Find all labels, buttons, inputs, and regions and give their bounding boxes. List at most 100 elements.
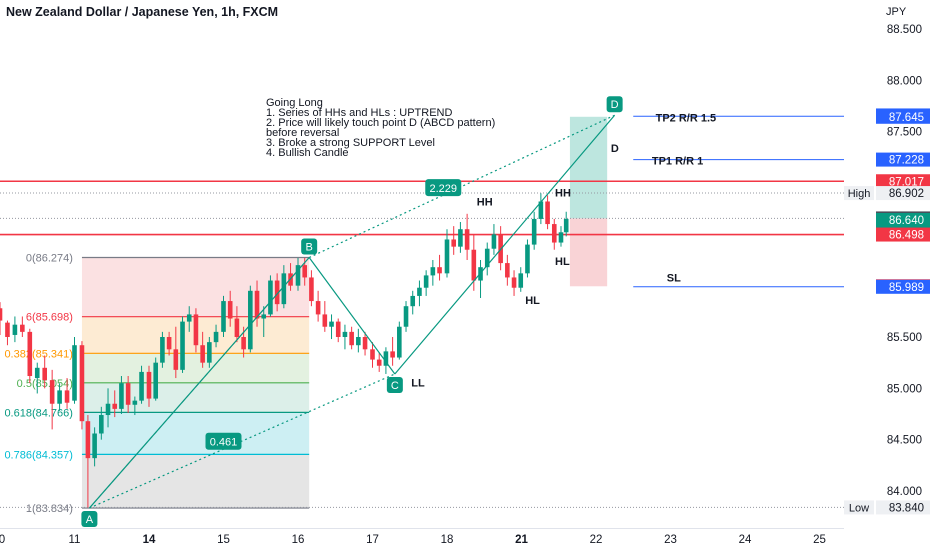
time-tick-label: 0 [0, 534, 5, 546]
candle-body [34, 367, 40, 379]
time-axis[interactable]: 0 11 14 15 16 17 18 21 22 23 24 25 [0, 528, 844, 547]
candle-body [525, 244, 530, 274]
candle-body [383, 351, 389, 366]
chart-annotation: HH [477, 197, 493, 209]
chart-annotation: HL [525, 295, 540, 307]
candle-body [417, 287, 422, 296]
candle-body [193, 314, 199, 346]
candle-body [200, 345, 205, 363]
candle-body [186, 314, 192, 322]
price-label-bg [876, 109, 930, 124]
candle-body [484, 248, 490, 268]
candle-body [505, 263, 510, 278]
price-label-bg [876, 279, 930, 294]
candle-body [0, 308, 3, 321]
pattern-ratio-label: 0.461 [210, 437, 238, 449]
price-label-bg [876, 500, 930, 515]
pattern-leg-ab [88, 257, 310, 509]
fib-level-label: 0(86.274) [26, 253, 73, 265]
trade-note-line: before reversal [266, 127, 339, 139]
price-label: 86.902 [889, 188, 924, 200]
candle-body [551, 224, 557, 243]
candle-body [160, 337, 165, 363]
chart-annotation: D [611, 143, 619, 155]
chart-annotation: HL [555, 256, 570, 268]
time-tick-label: 17 [366, 534, 379, 546]
price-tag-bg [844, 186, 874, 201]
candle-body [329, 321, 334, 327]
candle-body [471, 249, 477, 281]
candle-body [315, 301, 321, 315]
chart-annotation: TP2 R/R 1.5 [656, 112, 717, 124]
candle-body [274, 280, 280, 305]
fib-zone [81, 353, 310, 383]
chart-background-layer: 0(86.274)6(85.698)0.382(85.341)0.5(85.05… [0, 115, 844, 515]
candle-body [410, 295, 416, 307]
candle-body [79, 345, 85, 422]
candle-body [20, 324, 25, 332]
price-tick-label: 85.500 [887, 332, 922, 344]
fib-level-label: 0.618(84.766) [4, 407, 73, 419]
price-tick-label: 84.000 [887, 486, 922, 498]
price-label-bg [876, 227, 930, 242]
candle-body [356, 337, 361, 346]
pattern-point-label: D [611, 99, 619, 111]
price-label: 87.645 [889, 112, 924, 124]
price-axis[interactable]: JPY 88.500 88.000 87.500 85.500 85.000 84.500 8… [844, 0, 932, 550]
candle-body [207, 342, 212, 363]
candle-body [92, 433, 97, 459]
pattern-leg-bd [308, 114, 615, 259]
time-tick-label: 23 [664, 534, 677, 546]
candle-body [335, 321, 341, 337]
candle-body [342, 331, 348, 337]
candle-body [458, 229, 463, 247]
candle-body [227, 301, 233, 319]
trade-note: Going Long 1. Series of HHs and HLs : UPT… [266, 97, 495, 159]
chart-annotation: SL [667, 273, 681, 285]
time-tick-label: 21 [515, 534, 528, 546]
fib-level-label: 0.786(84.357) [4, 449, 73, 461]
price-label: 86.640 [889, 215, 924, 227]
candle-body [42, 367, 47, 381]
fib-level-label: 0.382(85.341) [4, 348, 73, 360]
candle-body [370, 349, 375, 360]
candle-body [12, 324, 18, 335]
candle-body [281, 273, 287, 305]
time-tick-label: 25 [813, 534, 826, 546]
pattern-point-marker [301, 238, 318, 255]
candle-body [538, 201, 544, 219]
candle-body [85, 421, 91, 459]
candle-body [511, 277, 517, 288]
price-tick-label: 88.500 [887, 24, 922, 36]
candle-body [268, 280, 273, 315]
trade-note-line: 3. Broke a strong SUPPORT Level [266, 137, 435, 149]
candle-body [518, 273, 524, 288]
pattern-ratio-badge [425, 179, 462, 197]
candle-body [5, 322, 10, 337]
candle-body [254, 290, 260, 319]
candlestick-series [0, 193, 569, 508]
candle-body [112, 403, 118, 409]
time-tick-label: 22 [590, 534, 603, 546]
candle-body [322, 314, 328, 327]
candle-body [545, 201, 550, 225]
price-label: 87.017 [889, 176, 924, 188]
pattern-ratio-badge [205, 432, 242, 450]
candle-body [153, 362, 159, 399]
candle-body [397, 326, 402, 358]
time-tick-label: 15 [217, 534, 230, 546]
price-label: 86.498 [889, 230, 924, 242]
candle-body [403, 306, 409, 327]
candle-body [64, 390, 70, 403]
candle-body [213, 331, 219, 343]
candle-body [362, 337, 368, 350]
candle-body [27, 331, 33, 377]
fib-zone [81, 454, 310, 509]
candle-body [234, 318, 240, 337]
currency-label: JPY [886, 6, 907, 18]
pattern-leg-bc [308, 257, 396, 375]
candle-body [491, 234, 497, 249]
pattern-point-marker [81, 511, 98, 528]
pattern-ratio-label: 2.229 [430, 183, 458, 195]
